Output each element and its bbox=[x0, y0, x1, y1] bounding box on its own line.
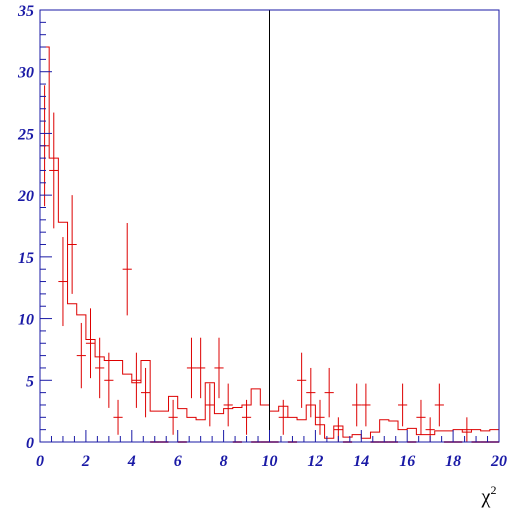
data-point bbox=[352, 383, 362, 427]
data-point bbox=[205, 383, 215, 427]
data-point bbox=[186, 337, 197, 399]
data-point bbox=[67, 195, 77, 294]
x-tick-labels: 0 2 4 6 8 10 12 14 16 18 20 bbox=[36, 453, 507, 470]
data-point bbox=[278, 399, 288, 435]
x-tick-label: 20 bbox=[490, 453, 507, 470]
x-tick-label: 4 bbox=[127, 453, 136, 470]
x-tick-label: 6 bbox=[174, 453, 182, 470]
y-tick-label: 25 bbox=[17, 126, 34, 143]
data-point bbox=[168, 399, 178, 435]
x-tick-label: 2 bbox=[81, 453, 90, 470]
data-point bbox=[306, 367, 316, 418]
data-point bbox=[131, 352, 141, 408]
plot-content bbox=[39, 10, 500, 443]
data-point bbox=[462, 417, 472, 442]
data-point bbox=[196, 337, 206, 399]
data-point bbox=[434, 383, 444, 427]
data-point bbox=[361, 383, 371, 427]
data-point bbox=[214, 337, 224, 399]
x-tick-label: 12 bbox=[307, 453, 323, 470]
x-axis-title: χ2 bbox=[481, 483, 497, 508]
data-point bbox=[398, 383, 408, 427]
y-tick-label: 15 bbox=[18, 250, 34, 267]
y-tick-label: 20 bbox=[17, 188, 34, 205]
data-point bbox=[140, 367, 151, 418]
data-point bbox=[241, 399, 252, 435]
data-point bbox=[58, 237, 68, 327]
data-point bbox=[324, 367, 334, 418]
x-tick-label: 0 bbox=[36, 453, 44, 470]
data-point bbox=[297, 352, 307, 408]
x-axis-title-superscript: 2 bbox=[490, 483, 496, 497]
y-tick-label: 5 bbox=[26, 373, 34, 390]
axis-ticks bbox=[39, 9, 500, 443]
y-tick-label: 30 bbox=[17, 65, 34, 82]
data-point bbox=[315, 399, 325, 435]
y-tick-label: 10 bbox=[18, 312, 34, 329]
x-axis-title-base: χ bbox=[481, 486, 491, 508]
data-point bbox=[113, 399, 123, 435]
data-point bbox=[95, 337, 105, 399]
x-tick-label: 16 bbox=[399, 453, 415, 470]
data-point bbox=[122, 223, 132, 316]
data-point bbox=[49, 112, 59, 229]
data-point bbox=[104, 352, 114, 408]
x-tick-label: 8 bbox=[220, 453, 228, 470]
data-point bbox=[416, 399, 426, 435]
x-tick-label: 10 bbox=[262, 453, 278, 470]
x-tick-label: 18 bbox=[445, 453, 461, 470]
data-point bbox=[76, 322, 86, 389]
data-point bbox=[223, 383, 233, 427]
y-tick-label: 0 bbox=[26, 435, 34, 452]
data-point bbox=[85, 308, 96, 379]
x-tick-label: 14 bbox=[353, 453, 369, 470]
y-tick-labels: 0 5 10 15 20 25 30 35 bbox=[17, 3, 34, 452]
y-tick-label: 35 bbox=[17, 3, 34, 20]
